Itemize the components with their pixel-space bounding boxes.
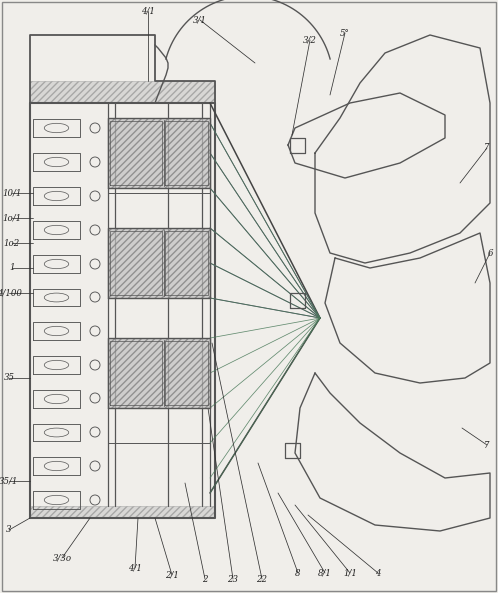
- Text: 22: 22: [256, 575, 267, 584]
- Text: 1/1: 1/1: [343, 569, 357, 578]
- Bar: [108, 338, 210, 408]
- Text: 3/2: 3/2: [303, 36, 317, 44]
- Text: 1: 1: [9, 263, 15, 273]
- Text: 5°: 5°: [340, 28, 350, 37]
- Text: 23: 23: [228, 575, 239, 584]
- Text: 8: 8: [295, 569, 301, 578]
- Bar: [30, 506, 215, 518]
- Text: 35: 35: [3, 374, 14, 382]
- Text: 3/1: 3/1: [193, 15, 207, 24]
- Text: 3/3o: 3/3o: [52, 553, 72, 563]
- Bar: [108, 118, 210, 188]
- Text: 10/1: 10/1: [2, 189, 22, 197]
- Bar: [108, 228, 210, 298]
- Text: 6: 6: [487, 248, 493, 257]
- Text: 35/1: 35/1: [0, 477, 19, 486]
- Text: 4/1: 4/1: [128, 563, 142, 572]
- Text: 1o/1: 1o/1: [2, 213, 21, 222]
- Text: 4/1: 4/1: [141, 7, 155, 15]
- Text: 2/1: 2/1: [165, 570, 179, 579]
- Text: 8/1: 8/1: [318, 569, 332, 578]
- Text: 7: 7: [484, 441, 490, 449]
- Text: 1o2: 1o2: [4, 238, 20, 247]
- Text: 4: 4: [375, 569, 381, 578]
- Text: 2: 2: [202, 575, 208, 584]
- Text: 3: 3: [6, 525, 12, 534]
- Bar: [30, 81, 215, 103]
- Text: 7: 7: [484, 144, 490, 152]
- Text: 4/100: 4/100: [0, 289, 21, 298]
